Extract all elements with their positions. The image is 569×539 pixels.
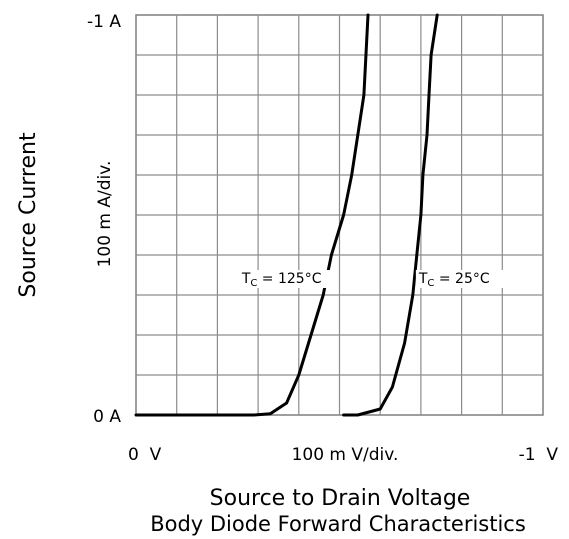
x-tick-label-left: 0 V <box>128 445 162 465</box>
y-tick-label-bottom: 0 A <box>93 407 121 427</box>
y-tick-label-top: -1 A <box>87 12 121 32</box>
y-axis-title: Source Current <box>16 132 41 298</box>
series-line-0 <box>134 13 370 417</box>
series-labels: TC = 125°C TC = 25°C <box>238 270 508 289</box>
grid <box>136 15 543 415</box>
x-axis-title: Source to Drain Voltage <box>210 486 471 511</box>
series-line-1 <box>342 13 439 417</box>
x-scale-label: 100 m V/div. <box>292 445 399 465</box>
series-label-0: TC = 125°C <box>241 271 322 289</box>
series-label-background <box>238 270 331 288</box>
chart-title: Body Diode Forward Characteristics <box>150 512 526 536</box>
series-label-1: TC = 25°C <box>418 271 490 289</box>
x-tick-label-right: -1 V <box>519 445 559 465</box>
y-scale-label: 100 m A/div. <box>95 161 115 268</box>
series-label-background <box>415 270 508 288</box>
series-curves <box>134 13 439 417</box>
